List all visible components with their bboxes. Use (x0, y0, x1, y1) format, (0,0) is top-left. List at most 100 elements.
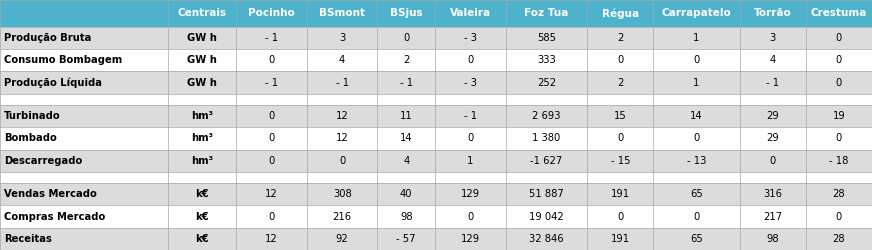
Text: 0: 0 (269, 156, 275, 166)
Bar (587, 150, 653, 172)
Bar (167, 205, 236, 228)
Text: 0: 0 (835, 33, 842, 43)
Text: 191: 191 (610, 234, 630, 244)
Bar (506, 228, 587, 250)
Text: 19 042: 19 042 (529, 212, 564, 222)
Bar (806, 0, 872, 27)
Text: 1: 1 (467, 156, 473, 166)
Bar (378, 94, 435, 105)
Text: GW h: GW h (187, 55, 217, 65)
Bar (378, 172, 435, 183)
Text: Carrapatelo: Carrapatelo (662, 8, 732, 18)
Bar (587, 72, 653, 94)
Bar (167, 94, 236, 105)
Text: Consumo Bombagem: Consumo Bombagem (4, 55, 122, 65)
Bar (0, 27, 167, 49)
Bar (739, 72, 806, 94)
Text: - 1: - 1 (766, 78, 780, 88)
Bar (307, 127, 378, 150)
Bar (587, 27, 653, 49)
Bar (307, 183, 378, 205)
Bar (167, 72, 236, 94)
Bar (236, 150, 307, 172)
Bar (435, 228, 506, 250)
Bar (806, 228, 872, 250)
Bar (506, 205, 587, 228)
Bar (739, 172, 806, 183)
Bar (0, 205, 167, 228)
Text: - 3: - 3 (464, 33, 477, 43)
Bar (236, 172, 307, 183)
Bar (378, 150, 435, 172)
Bar (307, 150, 378, 172)
Bar (435, 205, 506, 228)
Text: Valeira: Valeira (450, 8, 491, 18)
Text: hm³: hm³ (191, 134, 213, 143)
Text: 1: 1 (693, 78, 699, 88)
Bar (167, 172, 236, 183)
Text: - 1: - 1 (399, 78, 412, 88)
Text: 32 846: 32 846 (529, 234, 563, 244)
Bar (653, 49, 739, 72)
Text: 29: 29 (766, 111, 779, 121)
Bar (435, 127, 506, 150)
Bar (506, 94, 587, 105)
Bar (739, 105, 806, 127)
Bar (378, 205, 435, 228)
Text: 40: 40 (400, 189, 412, 199)
Bar (806, 127, 872, 150)
Text: 0: 0 (269, 134, 275, 143)
Bar (0, 49, 167, 72)
Text: 0: 0 (617, 134, 623, 143)
Text: 2: 2 (617, 78, 623, 88)
Bar (739, 150, 806, 172)
Bar (0, 172, 167, 183)
Bar (739, 94, 806, 105)
Text: 65: 65 (690, 189, 703, 199)
Text: 12: 12 (336, 111, 349, 121)
Bar (506, 172, 587, 183)
Text: 12: 12 (265, 189, 278, 199)
Text: Centrais: Centrais (177, 8, 227, 18)
Bar (236, 72, 307, 94)
Text: - 18: - 18 (829, 156, 848, 166)
Bar (587, 105, 653, 127)
Text: - 1: - 1 (336, 78, 349, 88)
Bar (0, 150, 167, 172)
Bar (506, 0, 587, 27)
Bar (167, 49, 236, 72)
Bar (739, 127, 806, 150)
Bar (236, 127, 307, 150)
Text: Produção Bruta: Produção Bruta (4, 33, 92, 43)
Text: 92: 92 (336, 234, 349, 244)
Bar (435, 94, 506, 105)
Text: 12: 12 (265, 234, 278, 244)
Text: BSjus: BSjus (390, 8, 423, 18)
Text: 0: 0 (835, 212, 842, 222)
Text: 0: 0 (403, 33, 409, 43)
Bar (739, 49, 806, 72)
Text: 14: 14 (400, 134, 412, 143)
Text: hm³: hm³ (191, 111, 213, 121)
Bar (739, 205, 806, 228)
Bar (587, 94, 653, 105)
Bar (506, 150, 587, 172)
Bar (435, 0, 506, 27)
Bar (236, 27, 307, 49)
Bar (236, 228, 307, 250)
Bar (739, 228, 806, 250)
Bar (0, 94, 167, 105)
Bar (653, 172, 739, 183)
Text: - 1: - 1 (464, 111, 477, 121)
Text: 252: 252 (537, 78, 556, 88)
Bar (506, 127, 587, 150)
Bar (806, 172, 872, 183)
Bar (167, 127, 236, 150)
Text: 0: 0 (617, 55, 623, 65)
Bar (806, 27, 872, 49)
Bar (587, 172, 653, 183)
Text: hm³: hm³ (191, 156, 213, 166)
Bar (435, 72, 506, 94)
Text: 0: 0 (693, 55, 699, 65)
Text: - 3: - 3 (464, 78, 477, 88)
